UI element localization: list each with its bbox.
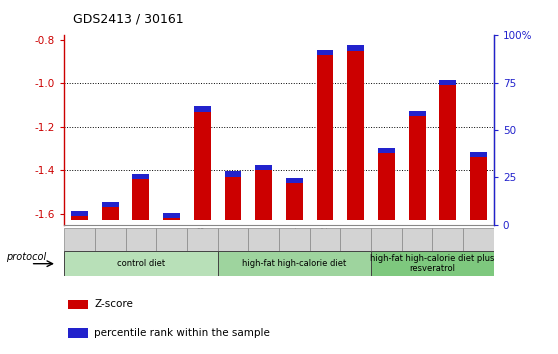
Bar (371, 228, 402, 251)
Bar (132, 179, 150, 221)
Bar (279, 228, 310, 251)
Bar (439, 80, 456, 85)
Bar (132, 173, 150, 179)
Bar (64, 251, 218, 276)
Bar (224, 177, 242, 221)
Bar (463, 228, 494, 251)
Bar (316, 50, 334, 55)
Bar (126, 228, 156, 251)
Bar (102, 207, 119, 221)
Bar (347, 45, 364, 51)
Bar (255, 165, 272, 170)
Bar (224, 171, 242, 177)
Bar (69, 328, 88, 338)
Text: Z-score: Z-score (94, 299, 133, 309)
Bar (470, 157, 487, 221)
Text: percentile rank within the sample: percentile rank within the sample (94, 328, 270, 338)
Bar (102, 202, 119, 207)
Bar (470, 152, 487, 157)
Bar (371, 251, 494, 276)
Bar (163, 218, 180, 221)
Bar (402, 228, 432, 251)
Bar (71, 216, 88, 221)
Bar (378, 153, 395, 221)
Bar (71, 211, 88, 216)
Bar (340, 228, 371, 251)
Bar (248, 228, 279, 251)
Text: high-fat high-calorie diet: high-fat high-calorie diet (242, 259, 347, 268)
Bar (439, 85, 456, 221)
Bar (163, 213, 180, 218)
Bar (194, 112, 211, 221)
Bar (408, 110, 426, 116)
Text: control diet: control diet (117, 259, 165, 268)
Text: high-fat high-calorie diet plus
resveratrol: high-fat high-calorie diet plus resverat… (371, 254, 494, 273)
Bar (286, 178, 303, 183)
Bar (432, 228, 463, 251)
Text: protocol: protocol (6, 252, 46, 262)
Bar (95, 228, 126, 251)
Bar (378, 148, 395, 153)
Bar (316, 55, 334, 221)
Bar (64, 228, 95, 251)
Bar (194, 106, 211, 112)
Bar (69, 300, 88, 309)
Text: GDS2413 / 30161: GDS2413 / 30161 (73, 12, 183, 25)
Bar (218, 228, 248, 251)
Bar (286, 183, 303, 221)
Bar (310, 228, 340, 251)
Bar (156, 228, 187, 251)
Bar (218, 251, 371, 276)
Bar (187, 228, 218, 251)
Bar (408, 116, 426, 221)
Bar (255, 170, 272, 221)
Bar (347, 51, 364, 221)
